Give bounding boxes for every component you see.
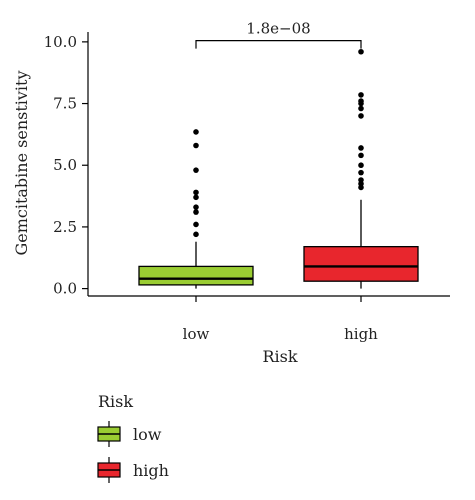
outlier-point — [193, 194, 199, 201]
outlier-point — [358, 162, 364, 169]
x-ticks: low high — [183, 296, 378, 343]
legend-item-low: low — [97, 421, 162, 447]
outlier-point — [358, 169, 364, 176]
boxes — [138, 48, 419, 289]
y-tick-label: 0.0 — [53, 280, 77, 298]
legend-label: low — [133, 425, 162, 444]
legend-title: Risk — [98, 392, 133, 411]
outlier-point — [193, 167, 199, 173]
box-high — [303, 48, 419, 289]
outlier-point — [358, 48, 364, 55]
y-ticks: 0.0 2.5 5.0 7.5 10.0 — [44, 33, 88, 298]
outlier-point — [193, 129, 199, 135]
outlier-point — [358, 92, 364, 98]
box-iqr — [138, 265, 254, 286]
y-tick-label: 7.5 — [53, 95, 77, 113]
x-tick-label: low — [183, 325, 210, 343]
outlier-point — [358, 98, 364, 104]
outlier-point — [193, 189, 199, 196]
legend-item-high: high — [97, 457, 169, 483]
x-tick-label: high — [344, 325, 378, 343]
outlier-point — [358, 177, 364, 183]
outlier-point — [193, 221, 199, 228]
outlier-point — [193, 142, 199, 149]
outlier-point — [358, 105, 364, 112]
y-tick-label: 10.0 — [44, 33, 77, 51]
significance-bracket — [195, 40, 362, 49]
p-value-label: 1.8e−08 — [246, 20, 310, 38]
outlier-point — [193, 231, 199, 238]
legend-label: high — [133, 461, 169, 480]
box-low — [138, 129, 254, 289]
outlier-point — [193, 204, 199, 210]
y-tick-label: 2.5 — [53, 218, 77, 236]
outlier-point — [193, 209, 199, 215]
y-tick-label: 5.0 — [53, 156, 77, 174]
outlier-point — [358, 113, 364, 119]
x-axis-title: Risk — [262, 347, 297, 366]
significance-annotation: 1.8e−08 — [195, 20, 362, 49]
outlier-point — [358, 152, 364, 159]
box-iqr — [303, 246, 419, 282]
y-axis-title: Gemcitabine senstivity — [12, 70, 31, 255]
outlier-point — [358, 145, 364, 151]
legend: Risk low high — [97, 392, 169, 483]
